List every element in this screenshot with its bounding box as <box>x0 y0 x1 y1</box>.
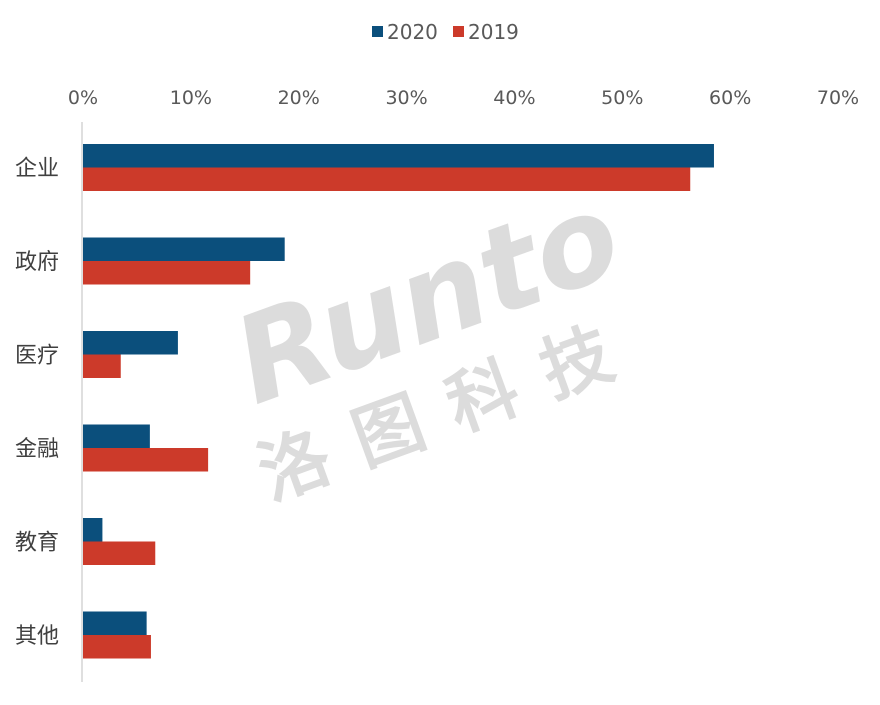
bars <box>83 144 714 659</box>
x-tick-label: 50% <box>601 87 643 109</box>
x-tick-label: 20% <box>278 87 320 109</box>
category-label: 政府 <box>15 250 59 275</box>
bar-2020-医疗 <box>83 331 178 355</box>
legend-label-2020: 2020 <box>387 20 438 44</box>
bar-2020-企业 <box>83 144 714 168</box>
x-tick-label: 70% <box>817 87 859 109</box>
legend-swatch-2019 <box>453 26 464 37</box>
category-label: 企业 <box>15 157 59 182</box>
x-axis-ticks: 0% 10% 20% 30% 40% 50% 60% 70% <box>68 87 859 109</box>
bar-2019-政府 <box>83 261 251 285</box>
category-label: 金融 <box>15 437 59 462</box>
x-tick-label: 60% <box>709 87 751 109</box>
category-label: 其他 <box>15 624 59 649</box>
x-tick-label: 0% <box>68 87 98 109</box>
bar-2019-金融 <box>83 448 209 472</box>
x-tick-label: 40% <box>493 87 535 109</box>
bar-2019-其他 <box>83 635 151 659</box>
bar-2020-政府 <box>83 237 285 261</box>
bar-2019-医疗 <box>83 354 121 378</box>
watermark-logo: Runto 洛图科技 <box>217 166 651 516</box>
bar-2020-其他 <box>83 611 147 635</box>
legend: 2020 2019 <box>372 20 519 44</box>
bar-2019-教育 <box>83 541 156 565</box>
category-label: 教育 <box>15 531 59 556</box>
legend-label-2019: 2019 <box>468 20 519 44</box>
bar-2019-企业 <box>83 167 691 191</box>
bar-2020-金融 <box>83 424 150 448</box>
category-label: 医疗 <box>15 344 59 369</box>
x-tick-label: 30% <box>385 87 427 109</box>
bar-2020-教育 <box>83 518 103 542</box>
x-tick-label: 10% <box>170 87 212 109</box>
legend-swatch-2020 <box>372 26 383 37</box>
